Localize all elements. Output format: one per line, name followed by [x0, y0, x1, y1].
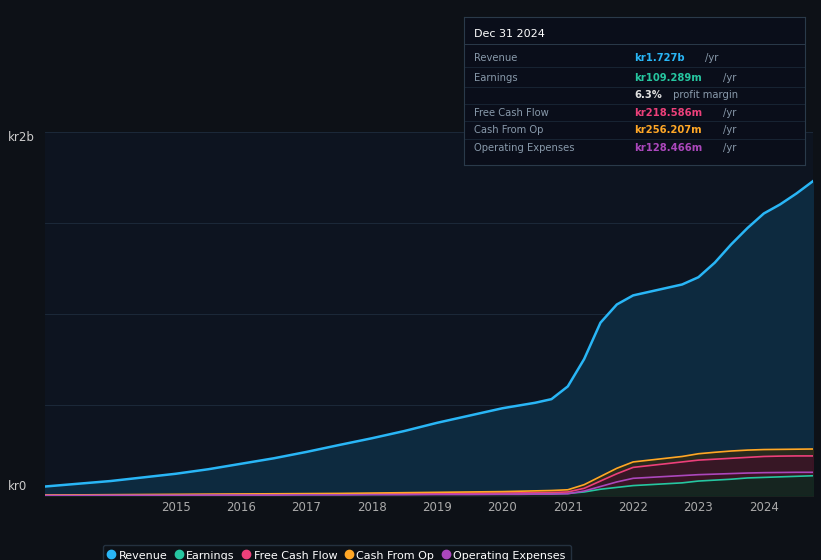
Text: Earnings: Earnings	[474, 73, 518, 83]
Text: kr2b: kr2b	[8, 130, 35, 144]
Text: Cash From Op: Cash From Op	[474, 125, 544, 136]
Legend: Revenue, Earnings, Free Cash Flow, Cash From Op, Operating Expenses: Revenue, Earnings, Free Cash Flow, Cash …	[103, 545, 571, 560]
Text: kr1.727b: kr1.727b	[635, 53, 685, 63]
Text: kr128.466m: kr128.466m	[635, 143, 703, 153]
Text: /yr: /yr	[705, 53, 718, 63]
Text: kr0: kr0	[8, 479, 27, 493]
Text: kr256.207m: kr256.207m	[635, 125, 702, 136]
Text: /yr: /yr	[722, 73, 736, 83]
Text: /yr: /yr	[722, 143, 736, 153]
Text: profit margin: profit margin	[670, 90, 738, 100]
Text: kr109.289m: kr109.289m	[635, 73, 702, 83]
Text: 6.3%: 6.3%	[635, 90, 662, 100]
Text: Free Cash Flow: Free Cash Flow	[474, 108, 548, 118]
Text: /yr: /yr	[722, 125, 736, 136]
Text: /yr: /yr	[722, 108, 736, 118]
Text: Revenue: Revenue	[474, 53, 517, 63]
Text: Operating Expenses: Operating Expenses	[474, 143, 575, 153]
Text: Dec 31 2024: Dec 31 2024	[474, 29, 545, 39]
Text: kr218.586m: kr218.586m	[635, 108, 702, 118]
